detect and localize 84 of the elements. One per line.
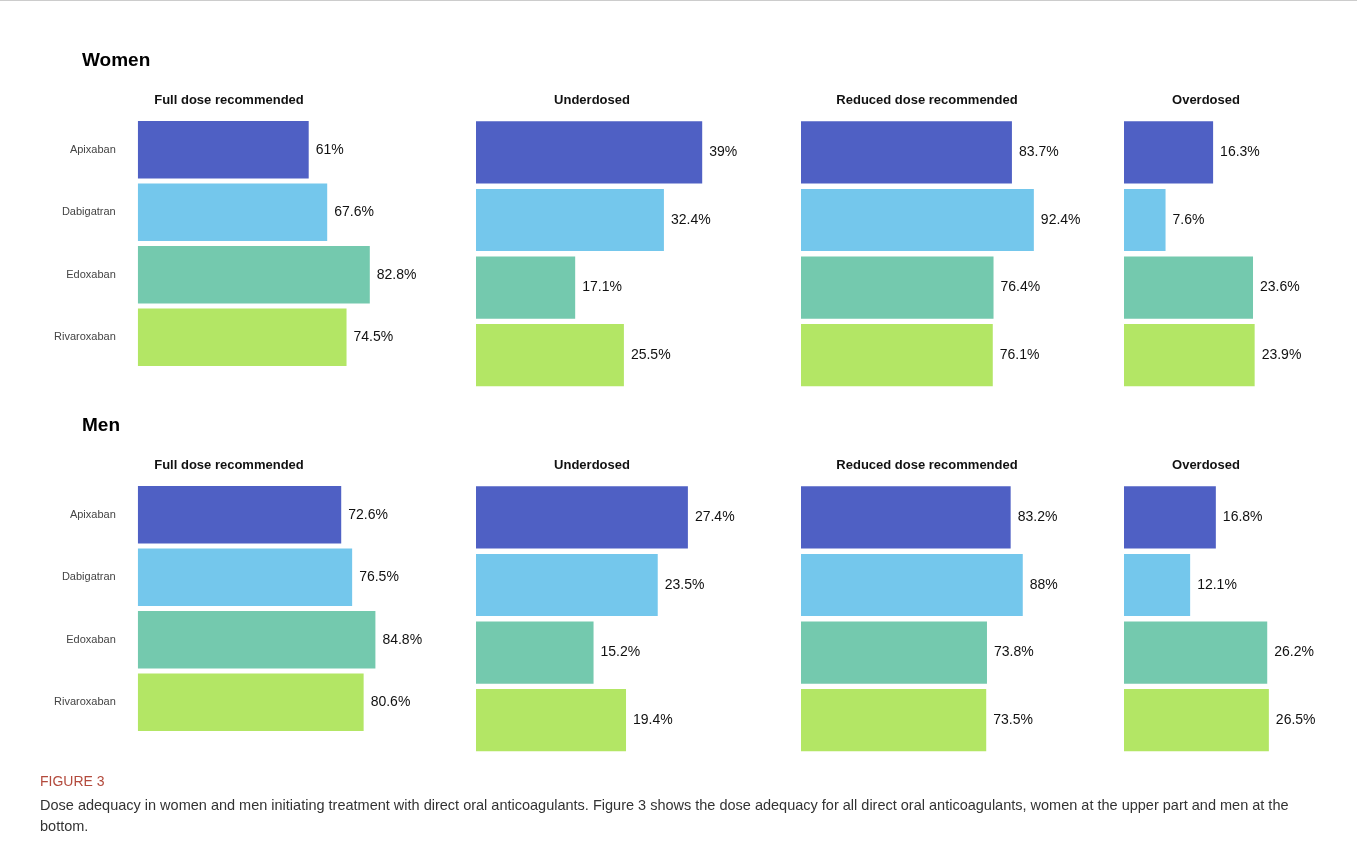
bar [137, 673, 364, 731]
data-label: 76.4% [1000, 278, 1041, 295]
data-label: 19.4% [633, 711, 673, 728]
bar [137, 246, 370, 304]
data-label: 26.5% [1275, 711, 1316, 728]
bar [801, 486, 1011, 549]
data-label: 76.1% [999, 346, 1040, 363]
bar [476, 324, 624, 387]
bar [1124, 553, 1191, 617]
data-label: 73.8% [993, 643, 1034, 660]
data-label: 61% [315, 140, 344, 157]
bar [476, 256, 576, 319]
chart-title: Underdosed [554, 92, 630, 108]
data-label: 67.6% [334, 203, 374, 220]
data-label: 80.6% [370, 693, 411, 710]
y-tick-label: Apixaban [69, 142, 116, 155]
data-label: 25.5% [630, 346, 671, 363]
bar [137, 548, 353, 606]
text: Women [82, 49, 151, 71]
y-tick-label: Rivaroxaban [53, 695, 116, 708]
data-label: 32.4% [670, 210, 711, 227]
data-label: 16.3% [1220, 143, 1260, 160]
y-tick-label: Rivaroxaban [53, 330, 116, 343]
data-label: 84.8% [382, 630, 423, 647]
chart-title: Reduced dose recommended [836, 457, 1018, 473]
bar [476, 553, 658, 617]
chart-title: Underdosed [554, 457, 630, 473]
data-label: 73.5% [993, 711, 1033, 728]
bar [801, 689, 987, 752]
y-tick-label: Edoxaban [66, 632, 116, 645]
bar [137, 308, 347, 366]
caption: FIGURE 3 [40, 773, 106, 789]
y-tick-label: Dabigatran [61, 570, 116, 583]
bar [476, 689, 627, 752]
bar [476, 486, 688, 549]
bar [801, 553, 1023, 617]
data-label: 88% [1029, 575, 1058, 592]
bar [1124, 621, 1268, 684]
bar [1124, 256, 1254, 319]
data-label: 23.9% [1261, 346, 1302, 363]
y-tick-label: Apixaban [69, 507, 116, 520]
bar [137, 183, 328, 241]
chart-title: Full dose recommended [154, 457, 304, 473]
data-label: 83.7% [1018, 143, 1059, 160]
bar [137, 121, 309, 179]
data-label: 82.8% [376, 265, 417, 282]
data-label: 16.8% [1222, 508, 1263, 525]
bar [137, 486, 342, 544]
data-label: 92.4% [1040, 210, 1081, 227]
data-label: 72.6% [348, 505, 388, 522]
bar [1124, 188, 1166, 252]
y-tick-label: Edoxaban [66, 267, 116, 280]
data-label: 76.5% [359, 568, 399, 585]
data-label: 83.2% [1017, 508, 1058, 525]
chart-title: Full dose recommended [154, 92, 304, 108]
data-label: 15.2% [600, 643, 641, 660]
y-tick-label: Dabigatran [61, 205, 116, 218]
bar [476, 188, 664, 252]
bar [476, 121, 703, 184]
bar [1124, 486, 1216, 549]
bar [801, 188, 1034, 252]
data-label: 26.2% [1274, 643, 1314, 660]
bar [801, 324, 993, 387]
bar [1124, 121, 1214, 184]
bar [801, 256, 994, 319]
data-label: 23.5% [664, 575, 705, 592]
bar [801, 121, 1012, 184]
text: Men [82, 414, 120, 436]
text: Dose adequacy in women and men initiating treatment with direct oral anticoagulants. Figure 3 shows the dose adequacy for all direct oral anticoagulants, women at the upper part and men at the bottom. [40, 796, 1290, 836]
chart-title: Reduced dose recommended [836, 92, 1018, 108]
chart-title: Overdosed [1172, 92, 1241, 108]
data-label: 17.1% [582, 278, 622, 295]
bar [801, 621, 987, 684]
data-label: 27.4% [694, 508, 735, 525]
bar [1124, 324, 1255, 387]
data-label: 74.5% [353, 328, 394, 345]
chart-title: Overdosed [1172, 457, 1241, 473]
data-label: 23.6% [1260, 278, 1300, 295]
bar [476, 621, 594, 684]
data-label: 7.6% [1172, 210, 1205, 227]
bar [137, 611, 376, 669]
data-label: 39% [709, 143, 738, 160]
bar [1124, 689, 1269, 752]
data-label: 12.1% [1197, 575, 1237, 592]
